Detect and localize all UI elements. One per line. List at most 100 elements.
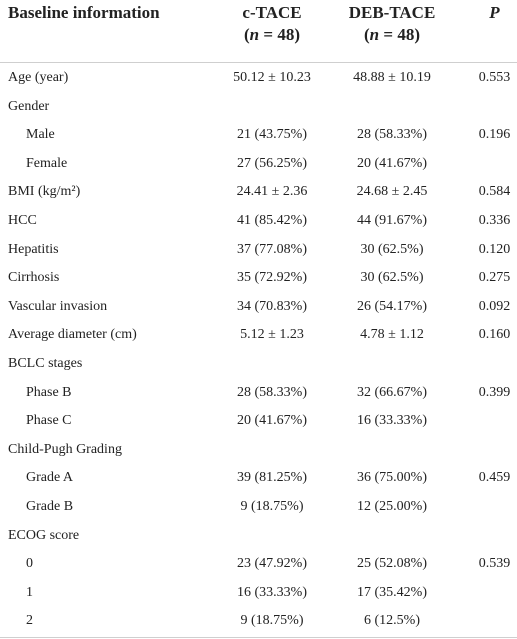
p-value: 0.399 bbox=[478, 384, 511, 400]
sub-row: Female 27 (56.25%) 20 (41.67%) bbox=[0, 150, 517, 179]
row: Vascular invasion 34 (70.83%) 26 (54.17%) 0… bbox=[0, 293, 517, 322]
row-label: 1 bbox=[26, 584, 33, 600]
row: Gender bbox=[0, 93, 517, 122]
c-tace-value: 34 (70.83%) bbox=[237, 298, 307, 314]
row: Child-Pugh Grading bbox=[0, 436, 517, 465]
deb-tace-value: 12 (25.00%) bbox=[357, 499, 427, 514]
row-label: Average diameter (cm) bbox=[8, 327, 137, 343]
row-label: BMI (kg/m²) bbox=[8, 184, 81, 200]
row-label: Phase B bbox=[26, 384, 72, 400]
p-value: 0.539 bbox=[478, 556, 511, 572]
column-n: (n = 48) bbox=[332, 24, 452, 46]
column-title: c-TACE bbox=[242, 3, 302, 22]
deb-tace-value: 26 (54.17%) bbox=[357, 298, 427, 314]
deb-tace-value: 44 (91.67%) bbox=[357, 213, 427, 228]
c-tace-value: 50.12 ± 10.23 bbox=[233, 70, 311, 85]
row-label: ECOG score bbox=[8, 527, 80, 543]
p-value: 0.120 bbox=[478, 241, 511, 257]
c-tace-value: 35 (72.92%) bbox=[237, 270, 307, 286]
row-label: Male bbox=[26, 127, 55, 143]
row-label: 2 bbox=[26, 613, 33, 629]
row-label: Female bbox=[26, 155, 68, 171]
header-column: c-TACE (n = 48) bbox=[212, 2, 332, 46]
c-tace-value: 9 (18.75%) bbox=[240, 613, 304, 629]
header-label: Baseline information bbox=[8, 3, 160, 22]
c-tace-value: 21 (43.75%) bbox=[237, 127, 307, 143]
sub-row: Phase C 20 (41.67%) 16 (33.33%) bbox=[0, 407, 517, 436]
header-column: DEB-TACE (n = 48) bbox=[332, 2, 452, 46]
deb-tace-value: 4.78 ± 1.12 bbox=[360, 327, 424, 343]
deb-tace-value: 28 (58.33%) bbox=[357, 127, 427, 143]
column-title: DEB-TACE bbox=[348, 3, 436, 22]
p-value: 0.459 bbox=[478, 470, 511, 486]
c-tace-value: 27 (56.25%) bbox=[237, 155, 307, 171]
deb-tace-value: 30 (62.5%) bbox=[360, 270, 424, 286]
c-tace-value: 39 (81.25%) bbox=[237, 470, 307, 486]
p-value: 0.336 bbox=[478, 213, 511, 228]
n-symbol: n bbox=[249, 25, 260, 44]
row: ECOG score bbox=[0, 522, 517, 551]
p-value: 0.160 bbox=[478, 327, 511, 343]
row-label: Child-Pugh Grading bbox=[8, 441, 122, 457]
row: Age (year) 50.12 ± 10.23 48.88 ± 10.19 0.55… bbox=[0, 64, 517, 93]
row-label: Phase C bbox=[26, 413, 72, 429]
n-symbol: n bbox=[369, 25, 380, 44]
row-label: Grade A bbox=[26, 470, 74, 486]
n-open: ( bbox=[364, 25, 370, 44]
sub-row: Male 21 (43.75%) 28 (58.33%) 0.196 bbox=[0, 121, 517, 150]
sub-row: 2 9 (18.75%) 6 (12.5%) bbox=[0, 607, 517, 636]
sub-row: 1 16 (33.33%) 17 (35.42%) bbox=[0, 579, 517, 608]
row-label: HCC bbox=[8, 213, 37, 228]
row-label: BCLC stages bbox=[8, 356, 83, 371]
sub-row: 0 23 (47.92%) 25 (52.08%) 0.539 bbox=[0, 550, 517, 579]
column-n: (n = 48) bbox=[212, 24, 332, 46]
deb-tace-value: 30 (62.5%) bbox=[360, 241, 424, 257]
c-tace-value: 9 (18.75%) bbox=[240, 499, 304, 514]
table-header: Baseline information c-TACE (n = 48) DEB… bbox=[0, 0, 517, 63]
deb-tace-value: 16 (33.33%) bbox=[357, 413, 427, 429]
row: HCC 41 (85.42%) 44 (91.67%) 0.336 bbox=[0, 207, 517, 236]
deb-tace-value: 17 (35.42%) bbox=[357, 584, 427, 600]
row: BMI (kg/m²) 24.41 ± 2.36 24.68 ± 2.45 0.584 bbox=[0, 178, 517, 207]
row-label: Hepatitis bbox=[8, 241, 59, 257]
c-tace-value: 20 (41.67%) bbox=[237, 413, 307, 429]
c-tace-value: 28 (58.33%) bbox=[237, 384, 307, 400]
p-value: 0.584 bbox=[478, 184, 511, 200]
deb-tace-value: 48.88 ± 10.19 bbox=[353, 70, 431, 85]
deb-tace-value: 25 (52.08%) bbox=[357, 556, 427, 572]
deb-tace-value: 24.68 ± 2.45 bbox=[356, 184, 428, 200]
p-value: 0.275 bbox=[478, 270, 511, 286]
row-label: Gender bbox=[8, 98, 50, 114]
c-tace-value: 23 (47.92%) bbox=[237, 556, 307, 572]
row-label: Age (year) bbox=[8, 70, 69, 85]
row: Average diameter (cm) 5.12 ± 1.23 4.78 ± 1… bbox=[0, 321, 517, 350]
row: Hepatitis 37 (77.08%) 30 (62.5%) 0.120 bbox=[0, 236, 517, 265]
n-close: = 48) bbox=[259, 25, 300, 44]
sub-row: Grade A 39 (81.25%) 36 (75.00%) 0.459 bbox=[0, 464, 517, 493]
c-tace-value: 37 (77.08%) bbox=[237, 241, 307, 257]
p-value: 0.092 bbox=[478, 298, 511, 314]
sub-row: Grade B 9 (18.75%) 12 (25.00%) bbox=[0, 493, 517, 522]
deb-tace-value: 32 (66.67%) bbox=[357, 384, 427, 400]
n-close: = 48) bbox=[379, 25, 420, 44]
row-label: Cirrhosis bbox=[8, 270, 60, 286]
row-label: Vascular invasion bbox=[8, 298, 108, 314]
deb-tace-value: 20 (41.67%) bbox=[357, 155, 427, 171]
c-tace-value: 16 (33.33%) bbox=[237, 584, 307, 600]
bottom-rule bbox=[0, 637, 517, 638]
deb-tace-value: 36 (75.00%) bbox=[357, 470, 427, 486]
row: BCLC stages bbox=[0, 350, 517, 379]
row-label: Grade B bbox=[26, 499, 74, 514]
sub-row: Phase B 28 (58.33%) 32 (66.67%) 0.399 bbox=[0, 379, 517, 408]
row: Cirrhosis 35 (72.92%) 30 (62.5%) 0.275 bbox=[0, 264, 517, 293]
row-label: 0 bbox=[26, 556, 33, 572]
deb-tace-value: 6 (12.5%) bbox=[364, 613, 420, 629]
p-value: 0.196 bbox=[478, 127, 511, 143]
n-open: ( bbox=[244, 25, 250, 44]
c-tace-value: 5.12 ± 1.23 bbox=[240, 327, 304, 343]
c-tace-value: 24.41 ± 2.36 bbox=[236, 184, 308, 200]
header-p: P bbox=[489, 3, 500, 22]
c-tace-value: 41 (85.42%) bbox=[237, 213, 307, 228]
p-value: 0.553 bbox=[478, 70, 511, 85]
